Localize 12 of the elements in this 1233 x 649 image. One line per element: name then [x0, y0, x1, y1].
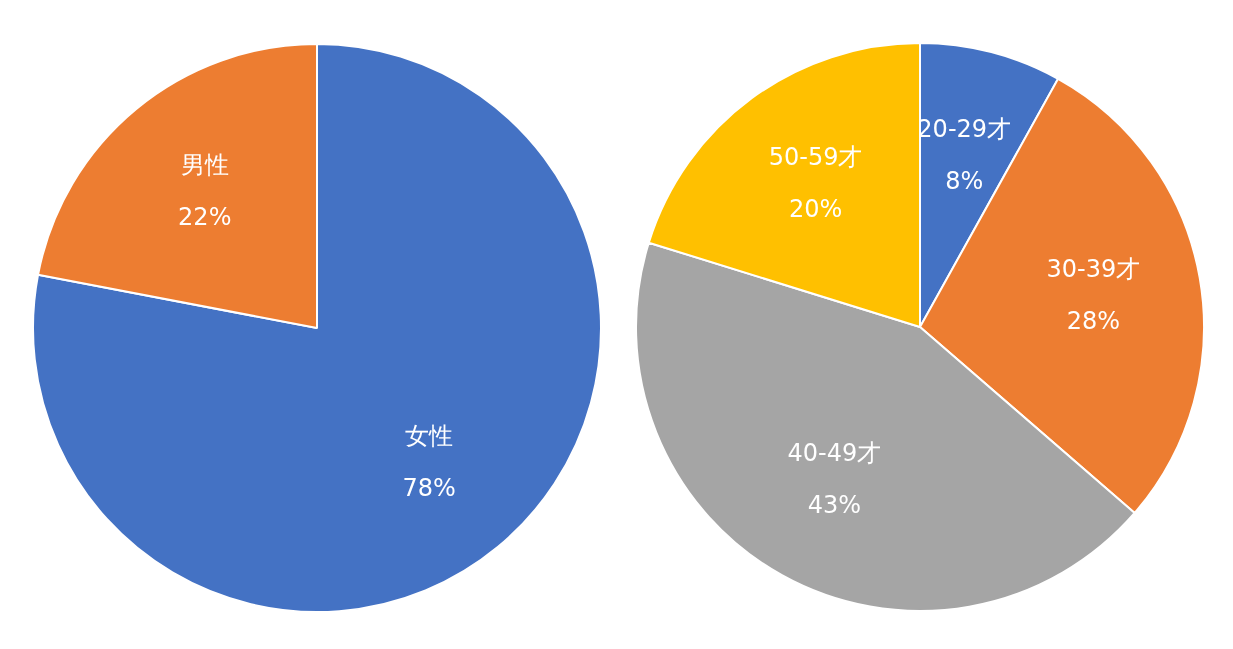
slice-label: 40-49才 [787, 439, 882, 468]
data-label: 43% [807, 491, 862, 520]
slice-label: 50-59才 [768, 143, 863, 172]
data-label: 78% [402, 473, 456, 502]
slice-label: 男性 [180, 150, 229, 179]
slice-label: 30-39才 [1046, 254, 1141, 283]
data-label: 20% [788, 195, 843, 224]
data-label: 22% [178, 202, 232, 231]
slice-label: 20-29才 [917, 114, 1012, 143]
slice-label: 女性 [405, 421, 454, 450]
data-label: 28% [1066, 306, 1121, 335]
data-label: 8% [945, 166, 984, 195]
